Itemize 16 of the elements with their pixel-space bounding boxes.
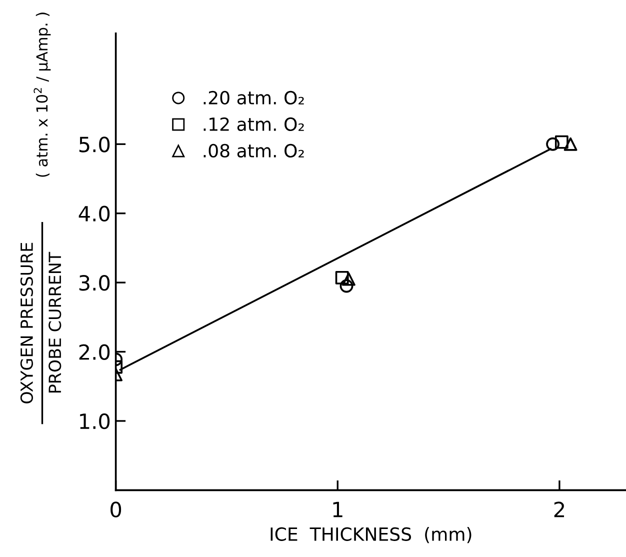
y-tick-label: 1.0 — [80, 413, 110, 430]
x-tick-label: 2 — [554, 502, 564, 518]
legend-label: .08 atm. O₂ — [204, 144, 304, 158]
x-tick-label: 1 — [333, 502, 342, 518]
x-axis-title: ICE THICKNESS (mm) — [270, 527, 472, 544]
y-tick-label: 2.0 — [79, 344, 110, 360]
y-axis-title: OXYGEN PRESSURE PROBE CURRENT — [20, 242, 62, 404]
text: ( atm. x 10$^{2}$ / μAmp. ) — [34, 12, 51, 177]
x-tick-label: 0 — [110, 502, 122, 518]
y-tick-label: 5.0 — [79, 136, 110, 152]
y-tick-label: 3.0 — [79, 275, 110, 291]
y-tick-label: 4.0 — [78, 206, 110, 222]
legend-label: .12 atm. O₂ — [204, 117, 304, 132]
point — [554, 135, 568, 149]
legend-label: .20 atm. O₂ — [204, 90, 304, 105]
point — [564, 137, 578, 151]
